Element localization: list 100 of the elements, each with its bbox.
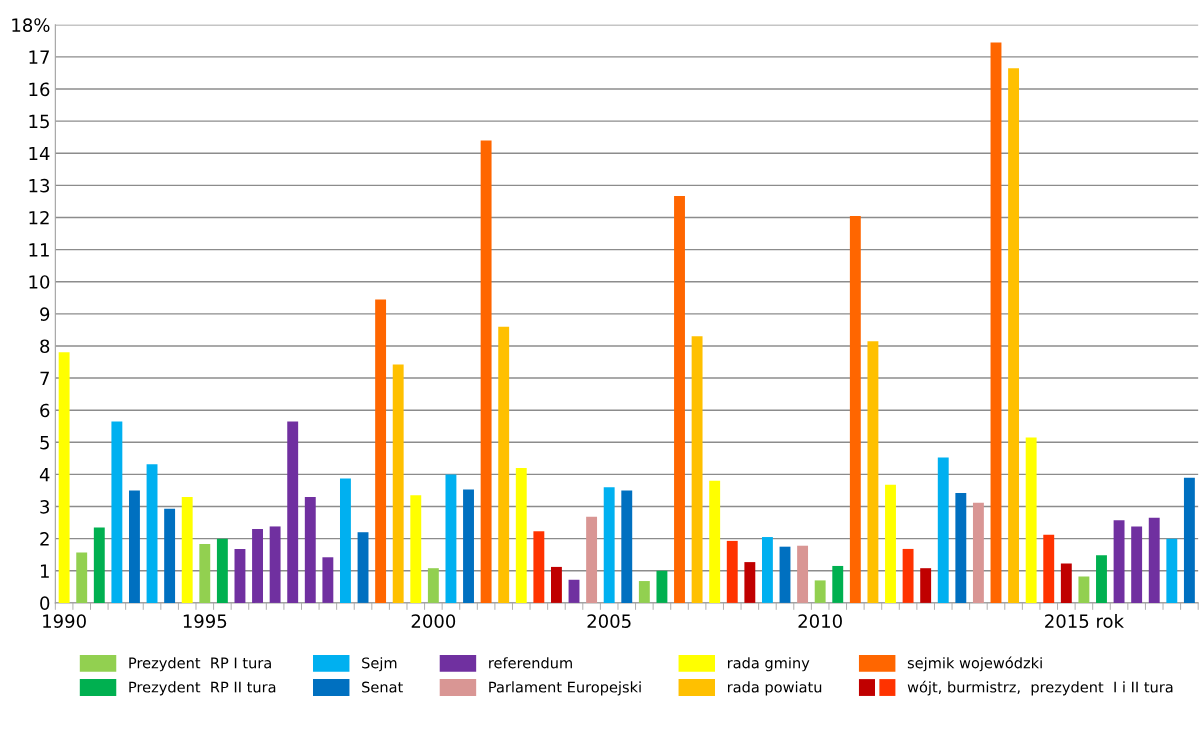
bar: [1025, 437, 1037, 603]
y-tick-label: 10: [29, 275, 50, 289]
y-tick-label: 13: [29, 178, 50, 193]
bar: [392, 364, 404, 603]
bar: [955, 493, 967, 603]
bar: [216, 538, 228, 603]
bar: [867, 341, 879, 603]
bar: [322, 557, 334, 603]
bar: [761, 537, 773, 603]
bar: [1043, 534, 1055, 603]
bar: [568, 579, 580, 603]
legend-label: sejmik wojewódzki: [907, 656, 1042, 672]
bar: [146, 464, 158, 603]
bar: [498, 326, 510, 603]
bar: [340, 478, 351, 603]
x-tick-label: 2000: [411, 614, 456, 628]
bar: [937, 457, 949, 603]
y-tick-label: 18%: [12, 18, 50, 32]
y-tick-label: 9: [40, 307, 50, 321]
bar: [1131, 526, 1143, 603]
bar: [849, 215, 861, 603]
legend-label: rada powiatu: [728, 681, 822, 696]
bar: [533, 531, 545, 603]
bar: [797, 545, 809, 603]
bar: [181, 496, 193, 603]
bar: [744, 562, 756, 603]
y-tick-label: 0: [40, 596, 50, 610]
bar: [1096, 555, 1107, 603]
bar: [375, 299, 387, 603]
y-tick-label: 8: [40, 339, 50, 354]
bar: [709, 480, 721, 603]
bar: [515, 467, 527, 603]
bar: [463, 489, 474, 603]
bar: [1183, 477, 1195, 603]
bar: [779, 546, 791, 603]
x-tick-label: 1990: [43, 614, 86, 628]
bar: [638, 581, 650, 603]
y-tick-label: 17: [29, 50, 49, 64]
bar: [129, 490, 140, 603]
bar: [550, 566, 562, 603]
bar: [234, 548, 246, 603]
y-tick-label: 6: [40, 403, 50, 418]
x-tick-label: 2015 rok: [1045, 613, 1124, 628]
legend-label: Parlament Europejski: [489, 681, 641, 696]
legend-label: rada gminy: [728, 657, 810, 672]
bar: [252, 529, 263, 603]
x-tick-label: 2010: [798, 614, 842, 628]
bar: [304, 496, 316, 603]
bar: [814, 580, 826, 603]
bar: [427, 568, 439, 603]
y-tick-label: 12: [29, 210, 49, 225]
bar: [58, 352, 70, 603]
bar: [357, 532, 369, 603]
x-tick-label: 2005: [587, 614, 631, 628]
legend-label: referendum: [489, 657, 572, 669]
y-tick-label: 3: [40, 499, 50, 514]
y-tick-label: 16: [29, 82, 50, 97]
y-tick-label: 2: [40, 532, 49, 546]
bar: [972, 502, 984, 603]
y-tick-label: 11: [29, 243, 49, 257]
bar: [76, 552, 88, 603]
bar: [586, 516, 598, 603]
legend-label: wójt, burmistrz, prezydent I i II tura: [907, 680, 1173, 696]
bar: [674, 195, 685, 603]
y-tick-label: 1: [40, 564, 49, 578]
bar: [832, 565, 844, 603]
bar: [691, 336, 703, 603]
y-tick-label: 14: [29, 146, 50, 161]
bar: [1078, 576, 1090, 603]
bar: [445, 474, 457, 603]
legend-label: Sejm: [362, 657, 397, 672]
bar: [1148, 517, 1160, 603]
bar: [410, 495, 422, 603]
bar: [111, 421, 123, 603]
bar: [656, 570, 668, 603]
y-tick-label: 7: [40, 371, 49, 385]
legend-label: Prezydent RP II tura: [129, 681, 276, 696]
bar: [93, 527, 105, 603]
y-tick-label: 15: [29, 114, 49, 129]
bar: [199, 544, 211, 603]
bar: [1166, 538, 1178, 603]
bar: [480, 140, 492, 603]
bar: [920, 568, 932, 603]
bar: [603, 487, 615, 603]
bar: [1060, 563, 1072, 603]
bar: [885, 484, 896, 603]
bar: [726, 540, 738, 603]
bar: [1008, 68, 1020, 603]
bar: [1113, 520, 1125, 603]
legend-label: Prezydent RP I tura: [129, 657, 271, 672]
bar: [269, 526, 281, 603]
x-tick-label: 1995: [183, 614, 227, 628]
bar: [164, 508, 176, 603]
bar: [902, 548, 914, 603]
bar: [621, 490, 633, 603]
bar: [287, 421, 299, 603]
y-tick-label: 5: [40, 436, 49, 450]
bar: [990, 42, 1002, 603]
legend-label: Senat: [362, 681, 403, 693]
y-tick-label: 4: [39, 468, 50, 482]
